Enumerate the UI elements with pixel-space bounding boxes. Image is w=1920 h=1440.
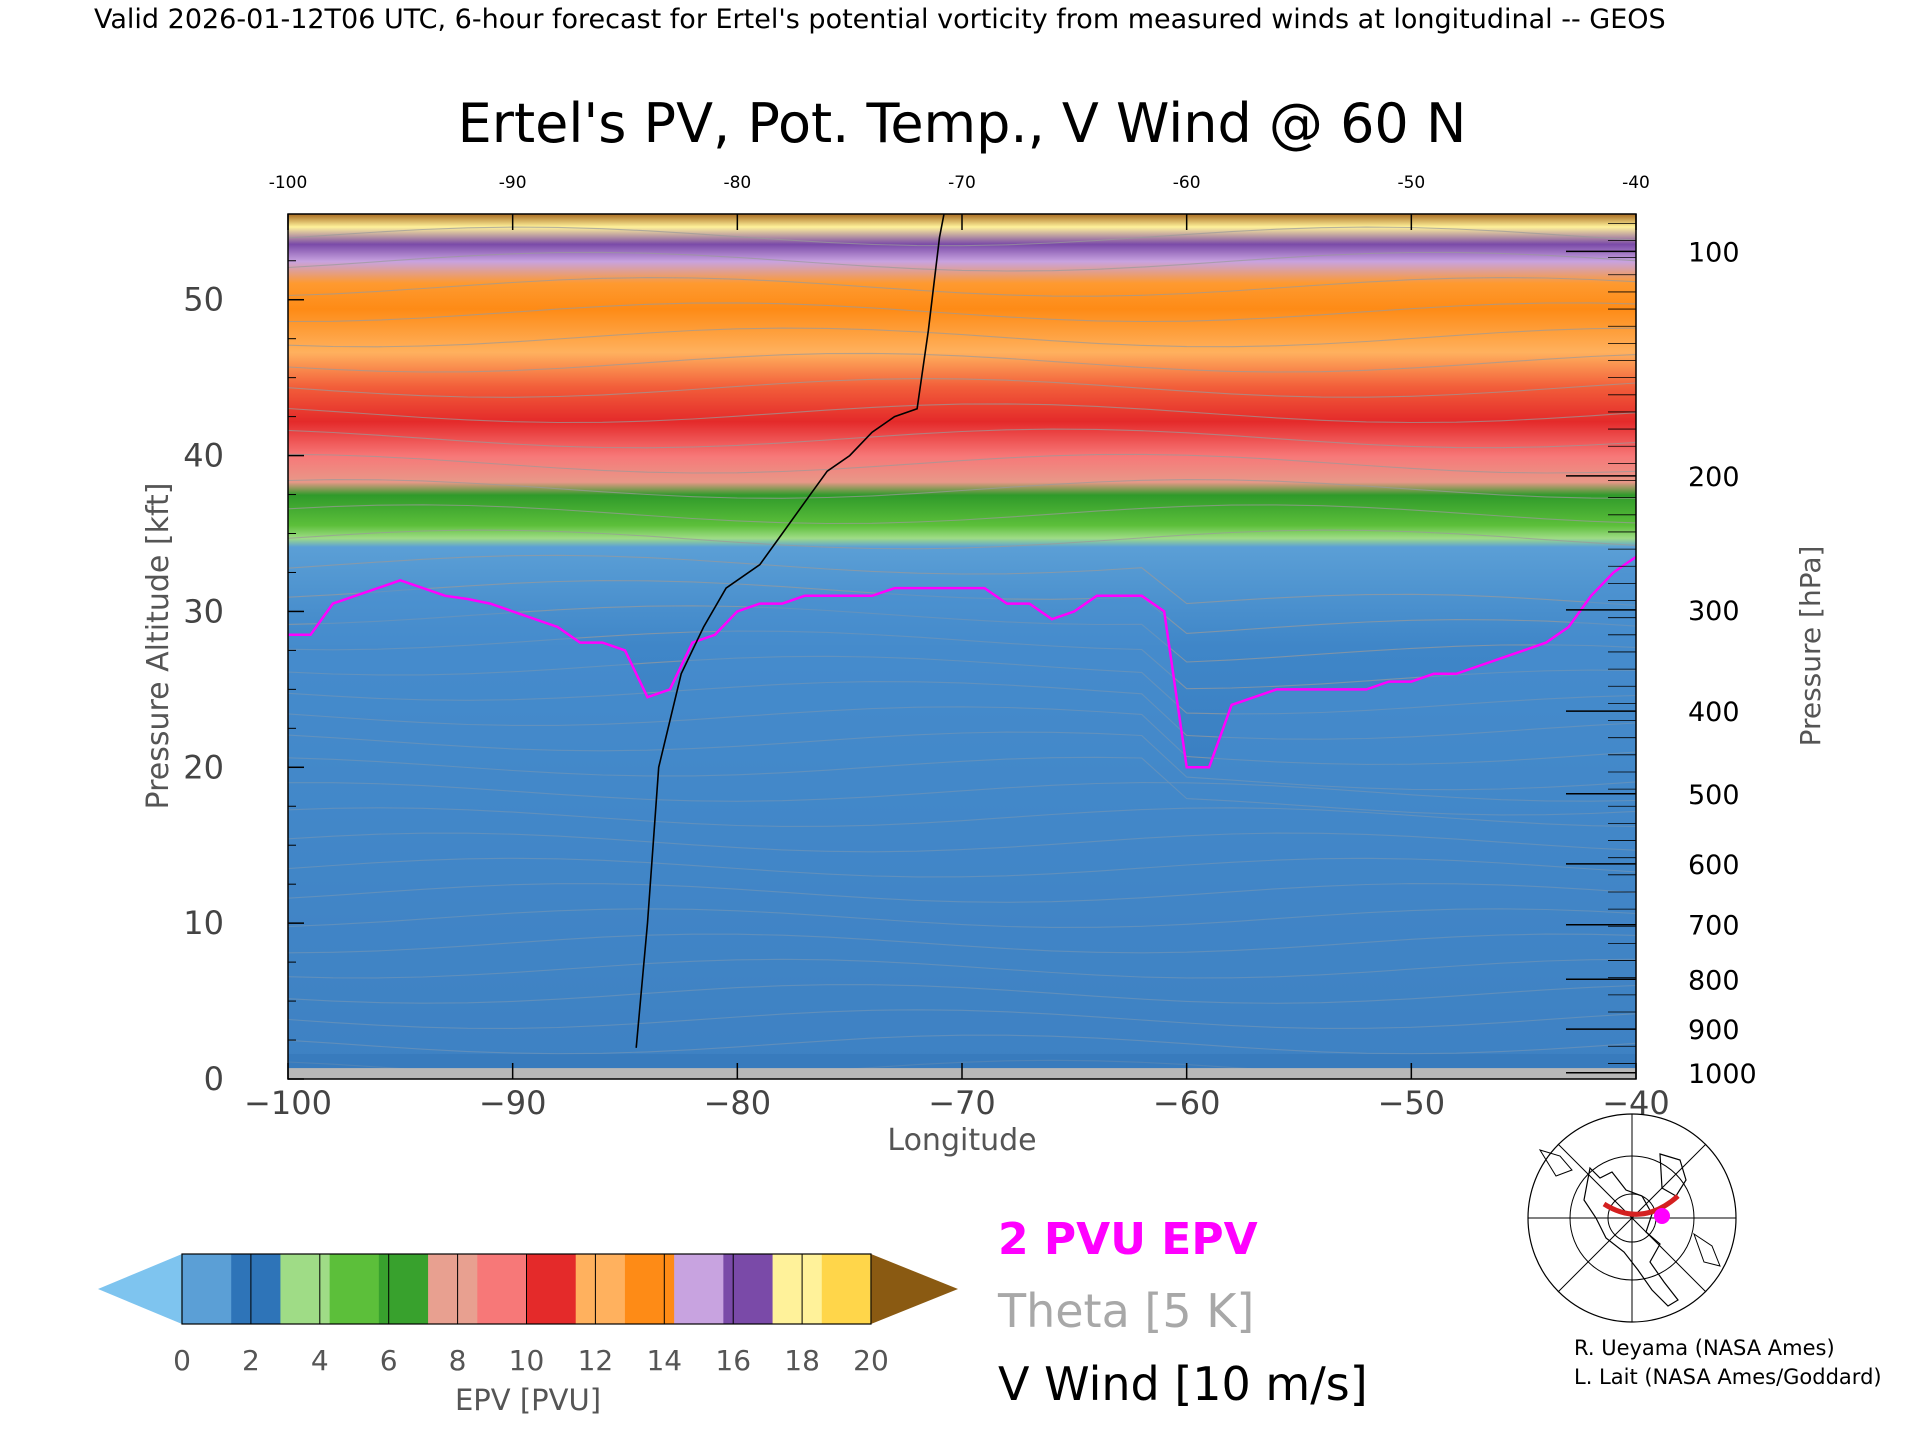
y-tick-label: 30 (183, 592, 224, 630)
theta-contour (288, 403, 1636, 424)
y-tick-label: 40 (183, 437, 224, 475)
colorbar-swatch (329, 1254, 380, 1324)
pressure-tick-label: 900 (1688, 1015, 1740, 1046)
colorbar-swatch (575, 1254, 626, 1324)
y-tick-label: 20 (183, 748, 224, 786)
theta-contour (288, 302, 1636, 323)
y-tick-label: 0 (204, 1060, 224, 1098)
colorbar-tick-label: 2 (242, 1344, 260, 1377)
theta-contour (288, 529, 1636, 550)
theta-contour (288, 277, 1636, 297)
x-top-tick-label: -100 (269, 173, 308, 193)
pressure-tick-label: 100 (1688, 237, 1740, 268)
tropo-fill (288, 556, 1636, 1079)
x-axis-top: -100 -90 -80 -70 -60 -50 -40 (269, 173, 1650, 230)
x-top-tick-label: -60 (1173, 173, 1201, 193)
colorbar-tick-label: 4 (311, 1344, 329, 1377)
theta-contour (288, 504, 1636, 525)
vwind-zero-contour (635, 214, 945, 1048)
valid-time-header: Valid 2026-01-12T06 UTC, 6-hour forecast… (94, 4, 1666, 35)
colorbar-swatch (821, 1254, 872, 1324)
pressure-tick-label: 300 (1688, 596, 1740, 627)
colorbar-over-arrow (871, 1254, 958, 1324)
colorbar-swatch (428, 1254, 478, 1324)
credit-line-1: R. Ueyama (NASA Ames) (1574, 1336, 1835, 1360)
x-top-tick-label: -50 (1397, 173, 1425, 193)
credit-line-2: L. Lait (NASA Ames/Goddard) (1574, 1365, 1882, 1389)
x-top-tick-label: -80 (723, 173, 751, 193)
colorbar-tick-label: 8 (449, 1344, 467, 1377)
theta-contour (288, 554, 1636, 606)
colorbar-swatch (772, 1254, 823, 1324)
x-tick-label: −50 (1378, 1084, 1446, 1122)
x-tick-label: −80 (704, 1084, 772, 1122)
legend-theta: Theta [5 K] (997, 1284, 1254, 1338)
theta-contour (288, 453, 1636, 474)
colorbar-tick-label: 0 (173, 1344, 191, 1377)
theta-contour (288, 428, 1636, 449)
x-tick-label: −90 (479, 1084, 547, 1122)
colorbar-tick-label: 10 (509, 1344, 545, 1377)
legend-vwind: V Wind [10 m/s] (998, 1357, 1368, 1411)
y2-axis-label: Pressure [hPa] (1794, 546, 1827, 747)
x-tick-label: −60 (1153, 1084, 1221, 1122)
x-top-tick-label: -70 (948, 173, 976, 193)
pressure-tick-label: 500 (1688, 780, 1740, 811)
colorbar-swatch (526, 1254, 577, 1324)
colorbar-swatch (624, 1254, 675, 1324)
colorbar-label: EPV [PVU] (455, 1383, 601, 1417)
x-axis: −100 −90 −80 −70 −60 −50 −40 (244, 1063, 1670, 1122)
plot-area (287, 213, 1637, 1080)
x-top-tick-label: -90 (499, 173, 527, 193)
colorbar-tick-label: 6 (380, 1344, 398, 1377)
y-axis-label: Pressure Altitude [kft] (141, 483, 176, 810)
polar-map-icon (1527, 1113, 1737, 1323)
x-top-tick-label: -40 (1622, 173, 1650, 193)
pressure-tick-label: 400 (1688, 697, 1740, 728)
colorbar-tick-label: 18 (784, 1344, 820, 1377)
colorbar-swatch (280, 1254, 331, 1324)
x-axis-label: Longitude (887, 1123, 1036, 1158)
pressure-tick-label: 1000 (1688, 1059, 1757, 1090)
theta-contour (288, 327, 1636, 348)
colorbar-tick-label: 16 (715, 1344, 751, 1377)
colorbar-swatch (378, 1254, 429, 1324)
pressure-tick-label: 800 (1688, 965, 1740, 996)
colorbar-tick-label: 14 (646, 1344, 682, 1377)
x-tick-label: −100 (244, 1084, 332, 1122)
pressure-tick-label: 700 (1688, 911, 1740, 942)
pressure-tick-label: 200 (1688, 462, 1740, 493)
colorbar-swatch (723, 1254, 774, 1324)
colorbar-swatch (182, 1254, 232, 1324)
theta-contour (288, 352, 1636, 373)
y-tick-label: 50 (183, 281, 224, 319)
pressure-tick-label: 600 (1688, 850, 1740, 881)
colorbar-tick-label: 12 (578, 1344, 614, 1377)
colorbar-swatch (674, 1254, 724, 1324)
chart-title: Ertel's PV, Pot. Temp., V Wind @ 60 N (458, 92, 1467, 155)
y-tick-label: 10 (183, 904, 224, 942)
y-axis-left: 0 10 20 30 40 50 (183, 260, 304, 1098)
theta-contour (288, 378, 1636, 398)
colorbar-swatch (231, 1254, 281, 1324)
theta-contour (288, 479, 1636, 499)
y-axis-right: 100 200 300 400 500 600 700 800 900 1000 (1566, 222, 1757, 1090)
epv-2pvu-contour (288, 555, 1636, 769)
theta-contour (288, 251, 1636, 272)
colorbar-under-arrow (98, 1254, 182, 1324)
legend-epv: 2 PVU EPV (998, 1214, 1258, 1265)
colorbar-tick-label: 20 (853, 1344, 889, 1377)
legend: 2 PVU EPV Theta [5 K] V Wind [10 m/s] (997, 1214, 1368, 1411)
colorbar-swatch (477, 1254, 527, 1324)
colorbar: 0 2 4 6 8 10 12 14 16 18 20 EPV [PVU] (98, 1253, 958, 1417)
x-tick-label: −70 (928, 1084, 996, 1122)
